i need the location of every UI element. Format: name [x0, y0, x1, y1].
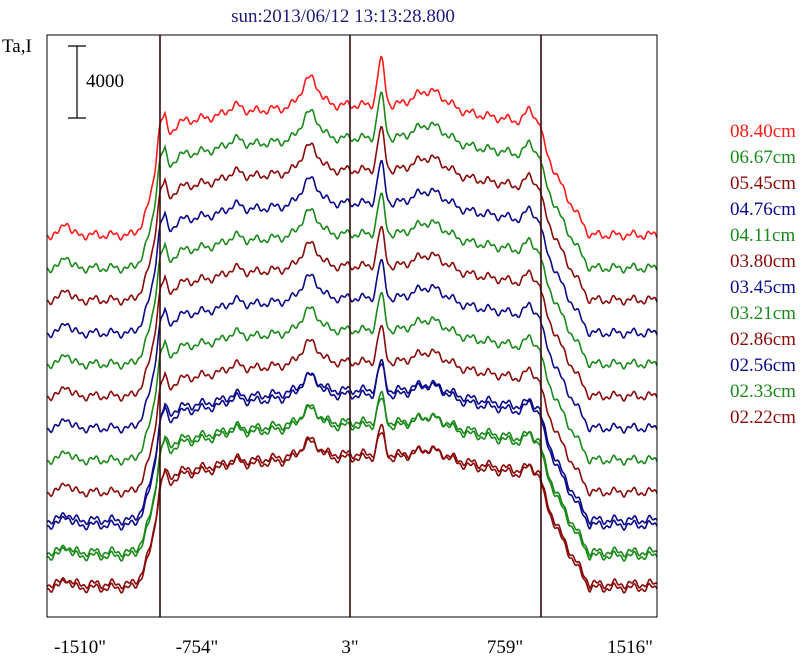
legend-entry: 05.45cm [730, 173, 796, 194]
legend-entry: 02.56cm [730, 355, 796, 376]
series-line [47, 432, 657, 590]
legend-entry: 02.22cm [730, 407, 796, 428]
x-tick-labels: -1510" -754" 3" 759" 1516" [54, 637, 653, 658]
scale-bar: 4000 [68, 45, 124, 119]
legend-entry: 03.21cm [730, 303, 796, 324]
legend-entry: 03.80cm [730, 251, 796, 272]
plot-frame [46, 34, 658, 618]
series-line [47, 258, 657, 435]
chart-title: sun:2013/06/12 13:13:28.800 [231, 6, 455, 27]
series-line [47, 126, 657, 307]
series-line [47, 362, 657, 526]
x-tick-label: 759" [487, 637, 523, 658]
series-line [47, 91, 657, 274]
y-axis-label: Ta,I [2, 36, 32, 57]
series-line [47, 423, 657, 594]
legend-entry: 03.45cm [730, 277, 796, 298]
series-line [47, 225, 657, 403]
series-line [47, 192, 657, 371]
traces-group [47, 55, 657, 594]
legend-entry: 06.67cm [730, 147, 796, 168]
legend: 08.40cm 06.67cm 05.45cm 04.76cm 04.11cm 03.80… [730, 121, 796, 428]
legend-entry: 08.40cm [730, 121, 796, 142]
series-line [47, 358, 657, 532]
x-tick-label: 3" [341, 637, 358, 658]
series-line [47, 291, 657, 467]
series-line [47, 55, 657, 241]
series-line [47, 397, 657, 558]
legend-entry: 02.33cm [730, 381, 796, 402]
series-line [47, 160, 657, 340]
legend-entry: 02.86cm [730, 329, 796, 350]
x-tick-label: -1510" [54, 637, 106, 658]
scale-bar-label: 4000 [86, 71, 124, 92]
vertical-markers [159, 35, 542, 617]
legend-entry: 04.76cm [730, 199, 796, 220]
series-line [47, 324, 657, 499]
x-tick-label: -754" [176, 637, 219, 658]
series-line [47, 390, 657, 563]
legend-entry: 04.11cm [730, 225, 795, 246]
x-tick-label: 1516" [607, 637, 653, 658]
